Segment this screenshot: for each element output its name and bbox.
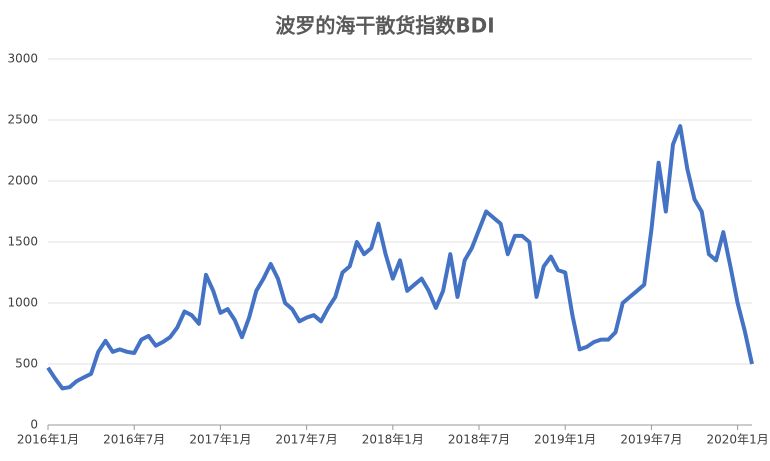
x-tick-label: 2019年1月 (534, 433, 596, 447)
chart-title: 波罗的海干散货指数BDI (275, 14, 494, 38)
y-tick-label: 3000 (7, 52, 38, 66)
x-tick-label: 2019年7月 (620, 433, 682, 447)
y-tick-label: 1000 (7, 296, 38, 310)
x-tick-label: 2017年7月 (276, 433, 338, 447)
y-tick-label: 2500 (7, 113, 38, 127)
y-tick-label: 2000 (7, 174, 38, 188)
x-tick-label: 2020年1月 (707, 433, 769, 447)
y-tick-label: 1500 (7, 235, 38, 249)
y-tick-label: 500 (15, 357, 38, 371)
x-tick-label: 2017年1月 (189, 433, 251, 447)
x-tick-label: 2018年7月 (448, 433, 510, 447)
x-tick-label: 2016年1月 (17, 433, 79, 447)
x-tick-label: 2016年7月 (103, 433, 165, 447)
x-tick-label: 2018年1月 (362, 433, 424, 447)
data-line (46, 124, 754, 391)
y-tick-label: 0 (30, 418, 38, 432)
